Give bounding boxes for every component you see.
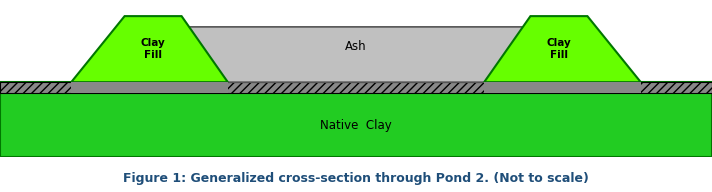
Polygon shape [0, 82, 712, 93]
Text: Figure 1: Generalized cross-section through Pond 2. (Not to scale): Figure 1: Generalized cross-section thro… [123, 172, 589, 185]
Polygon shape [0, 82, 712, 157]
Polygon shape [182, 27, 530, 82]
Text: Clay
Fill: Clay Fill [141, 38, 165, 60]
Polygon shape [71, 82, 228, 93]
Polygon shape [484, 82, 641, 93]
Polygon shape [484, 16, 641, 82]
Polygon shape [71, 16, 228, 82]
Text: Native  Clay: Native Clay [320, 119, 392, 132]
Text: Clay
Fill: Clay Fill [547, 38, 571, 60]
Text: Ash: Ash [345, 40, 367, 53]
